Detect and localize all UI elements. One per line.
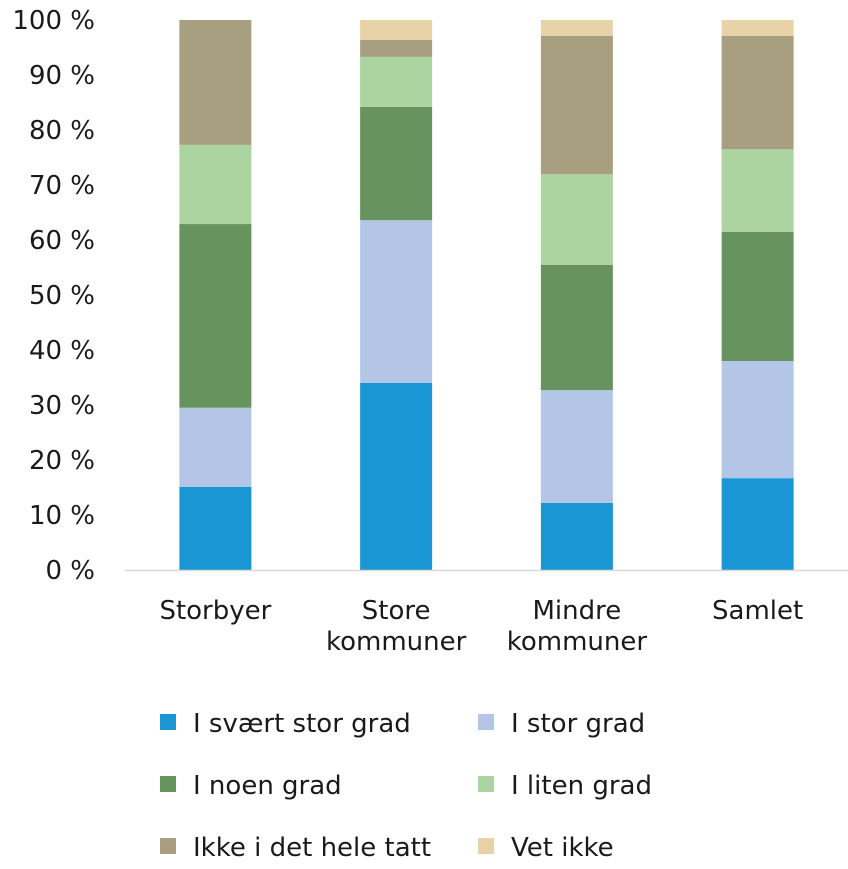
bar-segment (360, 106, 433, 221)
bar-segment (540, 35, 613, 175)
legend-label: Ikke i det hele tatt (193, 833, 431, 863)
bar-segment (721, 361, 794, 479)
y-tick-label: 80 % (29, 116, 95, 146)
bar-segment (360, 20, 433, 40)
legend-swatch (478, 776, 494, 792)
x-tick-label: Mindre (532, 596, 621, 626)
x-tick-label: kommuner (326, 627, 467, 657)
bar-segment (540, 390, 613, 503)
x-tick-label: Store (362, 596, 431, 626)
y-tick-label: 60 % (29, 226, 95, 256)
y-tick-label: 70 % (29, 171, 95, 201)
y-tick-label: 40 % (29, 336, 95, 366)
x-tick-label: Storbyer (159, 596, 271, 626)
bar-segment (540, 502, 613, 570)
bar-segment (360, 56, 433, 107)
legend-label: I svært stor grad (193, 709, 411, 739)
bar-segment (540, 20, 613, 36)
bar-segment (721, 149, 794, 232)
y-tick-label: 20 % (29, 446, 95, 476)
bar-segment (360, 220, 433, 383)
x-tick-label: kommuner (507, 627, 648, 657)
y-tick-label: 30 % (29, 391, 95, 421)
bar-segment (179, 486, 252, 570)
legend-swatch (478, 838, 494, 854)
legend-label: I noen grad (193, 771, 342, 801)
bar-segment (721, 478, 794, 570)
y-tick-label: 50 % (29, 281, 95, 311)
legend-label: Vet ikke (511, 833, 614, 863)
bar-segment (360, 39, 433, 57)
legend-swatch (478, 714, 494, 730)
bar-segment (179, 144, 252, 225)
y-tick-label: 90 % (29, 61, 95, 91)
y-tick-label: 100 % (12, 6, 95, 36)
bar-segment (179, 224, 252, 408)
legend-label: I stor grad (511, 709, 645, 739)
y-tick-label: 0 % (45, 556, 95, 586)
bar-segment (721, 231, 794, 361)
bar-segment (540, 264, 613, 391)
bar-segment (179, 20, 252, 145)
legend-swatch (160, 776, 176, 792)
legend-swatch (160, 714, 176, 730)
bar-segment (721, 20, 794, 36)
bar-segment (540, 174, 613, 265)
y-tick-label: 10 % (29, 501, 95, 531)
bar-segment (179, 407, 252, 487)
x-tick-label: Samlet (712, 596, 803, 626)
bar-segment (360, 383, 433, 570)
legend-swatch (160, 838, 176, 854)
bar-segment (721, 35, 794, 150)
legend-label: I liten grad (511, 771, 652, 801)
